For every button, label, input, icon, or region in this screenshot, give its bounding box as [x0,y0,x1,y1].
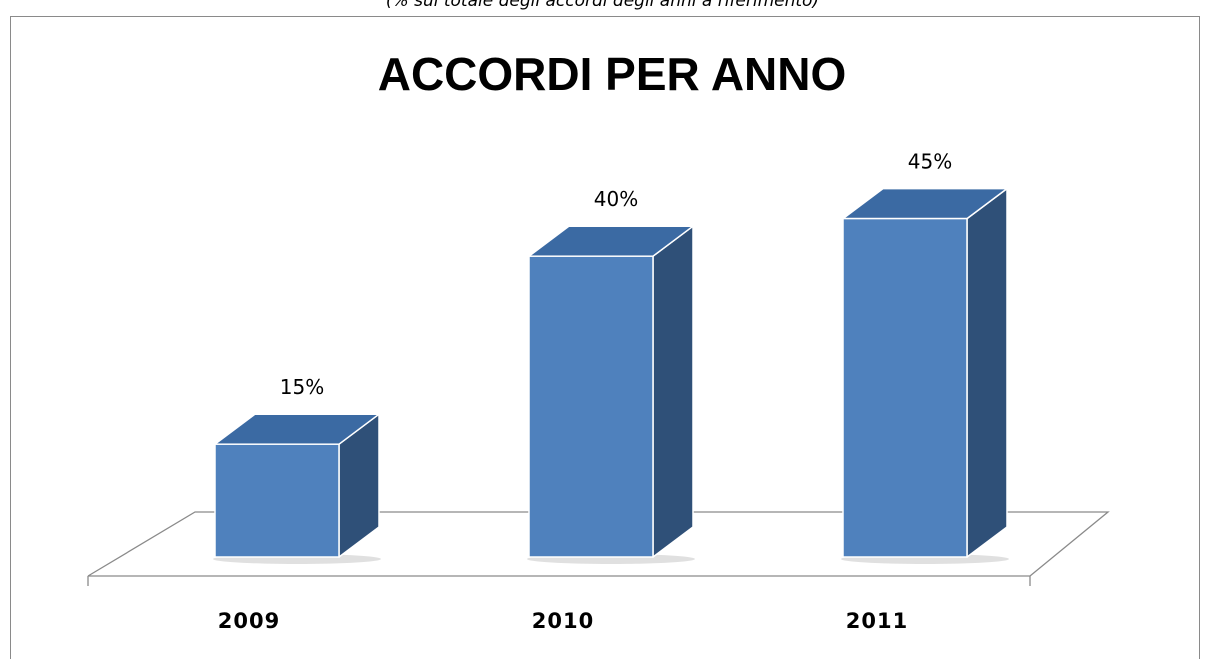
bars [213,187,1009,564]
bar-2009 [213,413,381,564]
chart-caption: (% sul totale degli accordi degli anni a… [385,0,820,11]
bar-front-face [842,217,968,558]
category-labels: 2009 2010 2011 [218,609,908,633]
value-label-2009: 15% [280,375,324,399]
chart-title: ACCORDI PER ANNO [378,48,847,100]
bar-front-face [214,443,340,558]
category-label-2009: 2009 [218,609,280,633]
value-labels: 15% 40% 45% [280,150,952,400]
bar-side-face [966,187,1008,558]
chart-floor [87,511,1110,586]
value-label-2011: 45% [908,150,952,174]
category-label-2010: 2010 [532,609,594,633]
bar-side-face [652,225,694,558]
value-label-2010: 40% [594,187,638,211]
category-label-2011: 2011 [846,609,908,633]
floor-outline [87,511,1110,577]
bar-2010 [527,225,695,564]
bar-2011 [841,187,1009,564]
bar-front-face [528,255,654,558]
